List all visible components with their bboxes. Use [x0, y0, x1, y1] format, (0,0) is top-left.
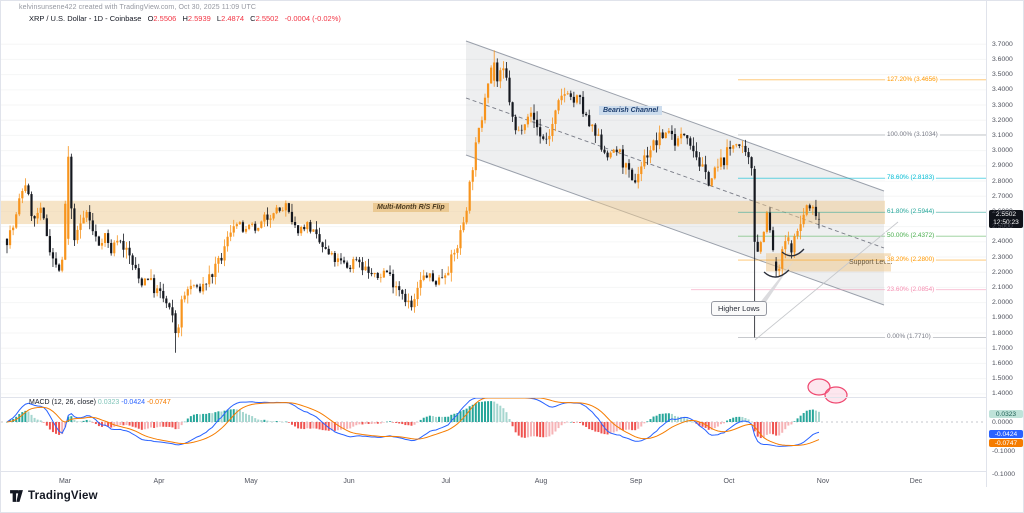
- attribution-text: kelvinsunsene422 created with TradingVie…: [19, 4, 256, 11]
- time-axis-month-label: May: [244, 478, 258, 485]
- interval-label: 1D: [93, 14, 104, 23]
- time-axis-month-label: Jun: [343, 478, 355, 485]
- tradingview-logo-icon: [10, 490, 23, 502]
- time-axis-month-label: Jul: [441, 478, 451, 485]
- price-tick: 3.6000: [992, 55, 1013, 63]
- annotation-bearish-channel[interactable]: Bearish Channel: [599, 106, 663, 115]
- time-axis-month-label: Sep: [629, 478, 643, 485]
- annotation-support-level[interactable]: Support Level: [849, 259, 893, 266]
- pane-separator[interactable]: [1, 397, 986, 398]
- last-price-badge: 2.5502 12:50:23: [989, 210, 1023, 228]
- tradingview-logo[interactable]: TradingView: [9, 488, 98, 503]
- open-value: 2.5506: [153, 14, 177, 23]
- price-tick: 2.7000: [992, 192, 1013, 200]
- fib-level-label: 50.00% (2.4372): [885, 232, 937, 240]
- price-tick: 3.4000: [992, 86, 1013, 94]
- low-marker-arc: [781, 248, 805, 257]
- high-value: 2.5939: [187, 14, 211, 23]
- candlestick-series: [5, 50, 821, 353]
- highlight-circle: [824, 386, 848, 404]
- symbol-title: XRP / U.S. Dollar: [29, 14, 87, 23]
- time-axis-month-label: Oct: [723, 478, 735, 485]
- price-tick: 1.6000: [992, 359, 1013, 367]
- price-tick: 2.3000: [992, 253, 1013, 261]
- price-tick: 2.5000: [992, 223, 1013, 231]
- zone-support-level: [766, 253, 891, 272]
- price-tick: 2.4000: [992, 238, 1013, 246]
- fib-level-label: 38.20% (2.2800): [885, 256, 937, 264]
- price-chart-canvas[interactable]: [1, 1, 986, 487]
- low-value: 2.4874: [221, 14, 245, 23]
- price-tick: 3.5000: [992, 71, 1013, 79]
- price-tick: 1.5000: [992, 375, 1013, 383]
- price-tick: 1.9000: [992, 314, 1013, 322]
- price-tick: 2.2000: [992, 268, 1013, 276]
- price-tick: 3.7000: [992, 40, 1013, 48]
- highlight-circle: [807, 378, 831, 396]
- symbol-info-bar[interactable]: XRP / U.S. Dollar - 1D - Coinbase O2.550…: [29, 14, 341, 23]
- price-tick: 3.1000: [992, 131, 1013, 139]
- macd-hist-badge: 0.0323: [989, 410, 1023, 418]
- price-tick: 2.6000: [992, 207, 1013, 215]
- countdown-timer: 12:50:23: [993, 219, 1019, 226]
- time-axis[interactable]: [1, 471, 986, 487]
- fib-level-label: 0.00% (1.7710): [885, 333, 933, 341]
- fib-level-label: 127.20% (3.4656): [885, 75, 940, 83]
- macd-indicator-legend[interactable]: MACD (12, 26, close) 0.0323 -0.0424 -0.0…: [29, 399, 171, 406]
- low-marker-arc: [763, 269, 790, 278]
- fib-level-label: 100.00% (3.1034): [885, 130, 940, 138]
- macd-signal-value: -0.0747: [146, 399, 171, 406]
- bottom-bar: [1, 487, 1023, 512]
- macd-line-badge: -0.0424: [989, 430, 1023, 438]
- macd-signal-badge: -0.0747: [989, 439, 1023, 447]
- price-tick: 3.2000: [992, 116, 1013, 124]
- price-tick: 1.4000: [992, 390, 1013, 398]
- annotation-higher-lows[interactable]: Higher Lows: [711, 301, 767, 316]
- annotation-rs-flip[interactable]: Multi-Month R/S Flip: [373, 203, 449, 212]
- macd-line-value: -0.0424: [121, 399, 146, 406]
- macd-zero-tick: 0.0000: [992, 419, 1013, 426]
- tradingview-logo-text: TradingView: [28, 489, 98, 502]
- macd-bottom-tick: -0.1000: [992, 471, 1016, 478]
- zone-multi-month-rs-flip: [1, 200, 885, 225]
- time-axis-month-label: Nov: [816, 478, 830, 485]
- price-tick: 1.8000: [992, 329, 1013, 337]
- price-tick: 3.3000: [992, 101, 1013, 109]
- fib-level-label: 78.60% (2.8183): [885, 174, 937, 182]
- close-value: 2.5502: [255, 14, 279, 23]
- macd-line: [6, 397, 820, 447]
- price-tick: 2.8000: [992, 177, 1013, 185]
- time-axis-month-label: Apr: [153, 478, 165, 485]
- price-tick: 3.0000: [992, 147, 1013, 155]
- exchange-label: Coinbase: [109, 14, 142, 23]
- time-axis-month-label: Dec: [909, 478, 923, 485]
- time-axis-month-label: Aug: [534, 478, 548, 485]
- fib-level-label: 23.60% (2.0854): [885, 285, 937, 293]
- macd-histogram: [6, 401, 820, 439]
- price-tick: 2.0000: [992, 299, 1013, 307]
- macd-signal-line: [6, 397, 820, 447]
- time-axis-month-label: Mar: [58, 478, 72, 485]
- macd-hist-value: 0.0323: [97, 399, 120, 406]
- price-tick: 2.9000: [992, 162, 1013, 170]
- price-tick: 1.7000: [992, 344, 1013, 352]
- price-scale[interactable]: 2.5502 12:50:23 0.0323 0.0000 -0.0424 -0…: [986, 1, 1023, 512]
- macd-low-tick: -0.1000: [992, 448, 1016, 455]
- fib-level-label: 61.80% (2.5944): [885, 208, 937, 216]
- change-value: -0.0004 (-0.02%): [284, 14, 341, 23]
- price-tick: 2.1000: [992, 283, 1013, 291]
